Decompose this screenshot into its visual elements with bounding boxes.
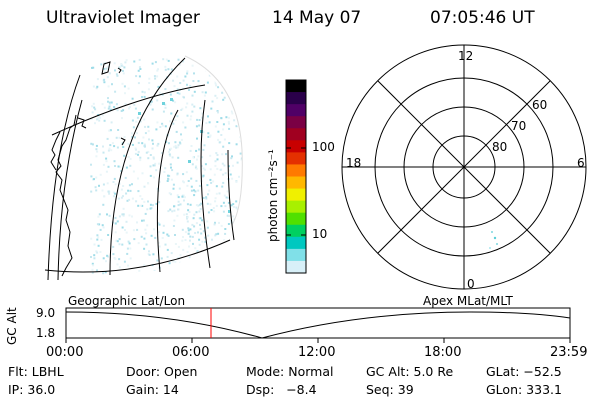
dsp-info: Dsp: −8.4 [246,382,317,397]
timeline-x-tick: 12:00 [298,345,336,360]
colorbar-segment [286,188,306,202]
ip-info: IP: 36.0 [8,382,56,397]
altitude-timeline [65,307,571,343]
colorbar-segment [286,212,306,226]
glat-info: GLat: −52.5 [486,364,562,379]
colorbar-segment [286,140,306,153]
colorbar-tick-10: 10 [312,227,328,241]
timeline-right-title: Apex MLat/MLT [423,294,513,308]
timeline-x-tick: 18:00 [424,345,462,360]
colorbar-segment [286,152,306,166]
colorbar-segment [286,164,306,178]
colorbar-segment [286,200,306,214]
colorbar-segment [286,80,306,93]
colorbar-segment [286,224,306,238]
colorbar-segment [286,116,306,129]
timeline-y-tick-high: 9.0 [36,306,56,320]
colorbar-tick-100: 100 [312,140,335,154]
date-label: 14 May 07 [272,8,362,28]
timeline-y-label: GC Alt [5,307,19,345]
geographic-image [44,55,243,281]
mode-info: Mode: Normal [246,364,334,379]
mlt-label-18: 18 [346,156,362,170]
colorbar-segment [286,176,306,190]
timeline-x-tick: 00:00 [46,345,84,360]
glon-info: GLon: 333.1 [486,382,562,397]
timeline-x-tick: 23:59 [550,345,588,360]
mlt-label-12: 12 [458,49,474,63]
instrument-title: Ultraviolet Imager [46,8,200,28]
colorbar-segment [286,128,306,141]
mlt-label-6: 6 [577,156,585,170]
colorbar-unit-label: photon cm⁻²s⁻¹ [266,149,280,242]
timeline-y-tick-low: 1.8 [36,326,56,340]
gc-alt-info: GC Alt: 5.0 Re [366,364,454,379]
colorbar-segment [286,236,306,250]
timeline-x-tick: 06:00 [172,345,210,360]
colorbar-segment [286,92,306,105]
lat-label-60: 60 [532,98,548,112]
colorbar [285,79,307,274]
lat-label-80: 80 [492,140,508,154]
mlt-label-0: 0 [467,277,475,291]
filter-info: Flt: LBHL [8,364,64,379]
door-info: Door: Open [126,364,198,379]
time-label: 07:05:46 UT [430,8,535,28]
lat-label-70: 70 [511,119,527,133]
colorbar-segment [286,260,306,274]
colorbar-segment [286,104,306,117]
polar-plot [341,44,587,290]
seq-info: Seq: 39 [366,382,414,397]
gain-info: Gain: 14 [126,382,179,397]
colorbar-segment [286,248,306,262]
timeline-left-title: Geographic Lat/Lon [68,294,186,308]
